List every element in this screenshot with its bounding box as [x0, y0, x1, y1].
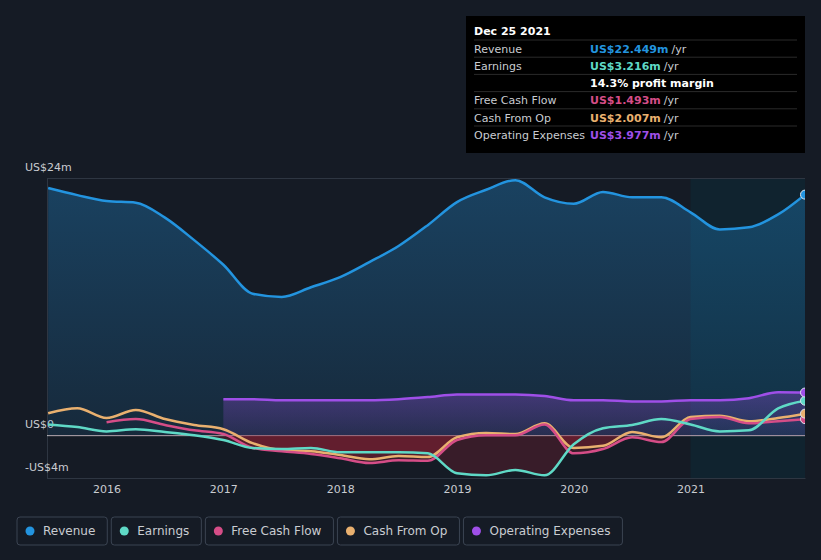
legend-label[interactable]: Cash From Op [363, 524, 447, 538]
negative-area [48, 435, 805, 475]
legend-swatch[interactable] [346, 527, 355, 536]
y-axis: -US$4mUS$0US$24m [25, 161, 805, 479]
tooltip-separator [474, 108, 797, 109]
series-area [48, 180, 805, 435]
negative-area [48, 435, 805, 459]
tooltip-value-line: US$3.216m/yr [590, 60, 679, 73]
legend-item[interactable]: Revenue [17, 517, 107, 545]
x-tick-label: 2021 [677, 483, 705, 496]
tooltip-value-line: US$2.007m/yr [590, 112, 679, 125]
legend-swatch[interactable] [214, 527, 223, 536]
x-tick-label: 2017 [210, 483, 238, 496]
series-line [48, 180, 805, 297]
end-point [801, 409, 806, 418]
legend-item[interactable]: Operating Expenses [463, 517, 622, 545]
tooltip-label: Operating Expenses [474, 129, 585, 142]
plot-area [48, 180, 805, 475]
x-tick: 2017 [210, 478, 238, 496]
x-tick-label: 2018 [327, 483, 355, 496]
x-tick-label: 2016 [93, 483, 121, 496]
legend-item[interactable]: Earnings [111, 517, 201, 545]
x-axis: 2016 2017 2018 2019 2020 2021 [48, 478, 806, 496]
tooltip-label: Revenue [474, 43, 522, 56]
legend-box[interactable] [463, 517, 622, 545]
negative-area [107, 435, 805, 463]
y-tick: US$24m [25, 161, 805, 179]
tooltip-label: Cash From Op [474, 112, 551, 125]
x-tick: 2021 [677, 478, 705, 496]
tooltip-label: Earnings [474, 60, 522, 73]
legend-item[interactable]: Free Cash Flow [205, 517, 333, 545]
legend-swatch[interactable] [472, 527, 481, 536]
tooltip-value: US$1.493m [590, 94, 661, 107]
negative-fills [48, 435, 805, 475]
x-tick-label: 2020 [560, 483, 588, 496]
tooltip-value: US$3.977m [590, 129, 661, 142]
end-point [801, 388, 806, 397]
series-line [223, 392, 805, 401]
x-tick: 2020 [560, 478, 588, 496]
tooltip-value: US$2.007m [590, 112, 661, 125]
series-area [223, 392, 805, 435]
tooltip-separator [474, 40, 797, 41]
legend-box[interactable] [205, 517, 333, 545]
tooltip-unit: /yr [664, 112, 679, 125]
tooltip-label: Free Cash Flow [474, 94, 557, 107]
legend-label[interactable]: Free Cash Flow [231, 524, 321, 538]
tooltip-unit: /yr [671, 43, 686, 56]
x-tick-label: 2019 [443, 483, 471, 496]
tooltip: Dec 25 2021 Revenue US$22.449m/yr Earnings U… [466, 16, 805, 153]
tooltip-value-line: US$22.449m/yr [590, 43, 687, 56]
series-line [107, 417, 805, 463]
tooltip-value-line: US$3.977m/yr [590, 129, 679, 142]
x-tick: 2018 [327, 478, 355, 496]
grid-line [47, 178, 805, 179]
tooltip-value: US$22.449m [590, 43, 668, 56]
tooltip-separator [474, 126, 797, 127]
y-tick-label: US$24m [25, 161, 72, 174]
tooltip-title: Dec 25 2021 [474, 25, 551, 38]
legend-swatch[interactable] [26, 527, 35, 536]
x-tick: 2016 [93, 478, 121, 496]
legend-box[interactable] [111, 517, 201, 545]
tooltip-value: 14.3% profit margin [590, 77, 714, 90]
legend-label[interactable]: Earnings [137, 524, 189, 538]
end-point [801, 396, 806, 405]
series-line [48, 408, 805, 459]
legend-item[interactable]: Cash From Op [337, 517, 459, 545]
chart-svg: -US$4mUS$0US$24m 2016 2017 2018 2019 2020 2021… [0, 0, 821, 560]
y-axis-line [47, 179, 48, 479]
tooltip-value-line: US$1.493m/yr [590, 94, 679, 107]
legend-label[interactable]: Revenue [43, 524, 95, 538]
tooltip-unit: /yr [664, 94, 679, 107]
y-tick: -US$4m [25, 461, 805, 479]
x-tick: 2019 [443, 478, 471, 496]
chart-root: -US$4mUS$0US$24m 2016 2017 2018 2019 2020 2021… [0, 0, 821, 560]
tooltip-value-line: 14.3% profit margin [590, 77, 714, 90]
tooltip-separator [474, 91, 797, 92]
series-line [48, 401, 805, 476]
grid-line [47, 478, 805, 479]
y-tick-label: -US$4m [25, 461, 69, 474]
tooltip-unit: /yr [664, 129, 679, 142]
legend-box[interactable] [337, 517, 459, 545]
tooltip-separator [474, 57, 797, 58]
tooltip-value: US$3.216m [590, 60, 661, 73]
tooltip-unit: /yr [664, 60, 679, 73]
tooltip-separator [474, 74, 797, 75]
tooltip-box [466, 16, 805, 153]
end-point [801, 190, 806, 199]
legend-label[interactable]: Operating Expenses [489, 524, 610, 538]
legend-box[interactable] [17, 517, 107, 545]
x-axis-line [48, 478, 806, 479]
legend-swatch[interactable] [120, 527, 129, 536]
legend: Revenue Earnings Free Cash Flow Cash From O… [17, 517, 622, 545]
